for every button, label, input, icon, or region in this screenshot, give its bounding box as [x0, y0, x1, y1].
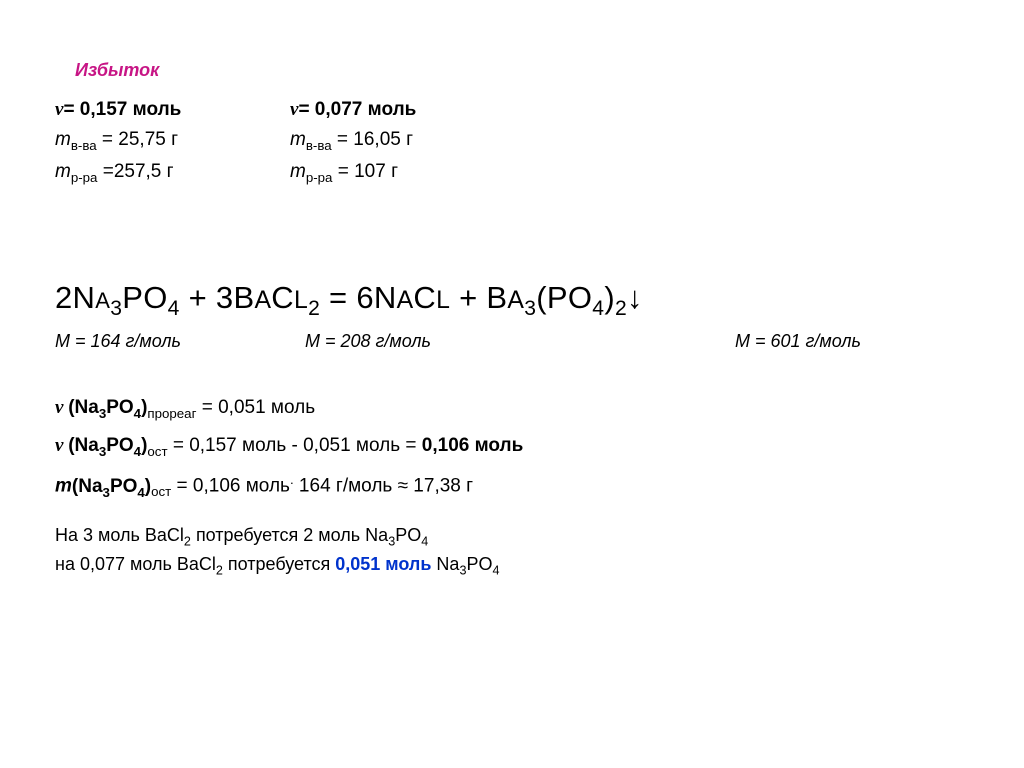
chemical-equation: 2Na3PO4 + 3BACL2 = 6NACL + BA3(PO4)2↓	[55, 280, 969, 321]
m-sub-2: mв-ва = 16,05 г	[290, 129, 413, 153]
proportion-line-1: На 3 моль BaCl2 потребуется 2 моль Na3PO…	[55, 525, 969, 549]
calc-line-2: ν (Na3PO4)ост = 0,157 моль - 0,051 моль …	[55, 435, 969, 459]
m-sol-2: mр-ра = 107 г	[290, 161, 398, 185]
proportion-line-2: на 0,077 моль BaCl2 потребуется 0,051 мо…	[55, 554, 969, 578]
nu-row: ν= 0,157 моль ν= 0,077 моль	[55, 99, 969, 121]
calc-line-1: ν (Na3PO4)прореаг = 0,051 моль	[55, 397, 969, 421]
m-substance-row: mв-ва = 25,75 г mв-ва = 16,05 г	[55, 129, 969, 153]
molar-mass-row: M = 164 г/моль M = 208 г/моль M = 601 г/…	[55, 331, 969, 352]
calc-line-3: m(Na3PO4)ост = 0,106 моль. 164 г/моль ≈ …	[55, 472, 969, 499]
m-solution-row: mр-ра =257,5 г mр-ра = 107 г	[55, 161, 969, 185]
nu-reactant2: ν= 0,077 моль	[290, 99, 416, 121]
nu-reactant1: ν= 0,157 моль	[55, 99, 290, 121]
molar-2: M = 208 г/моль	[305, 331, 735, 352]
excess-label: Избыток	[75, 60, 969, 81]
molar-1: M = 164 г/моль	[55, 331, 305, 352]
molar-3: M = 601 г/моль	[735, 331, 861, 352]
m-sol-1: mр-ра =257,5 г	[55, 161, 290, 185]
m-sub-1: mв-ва = 25,75 г	[55, 129, 290, 153]
